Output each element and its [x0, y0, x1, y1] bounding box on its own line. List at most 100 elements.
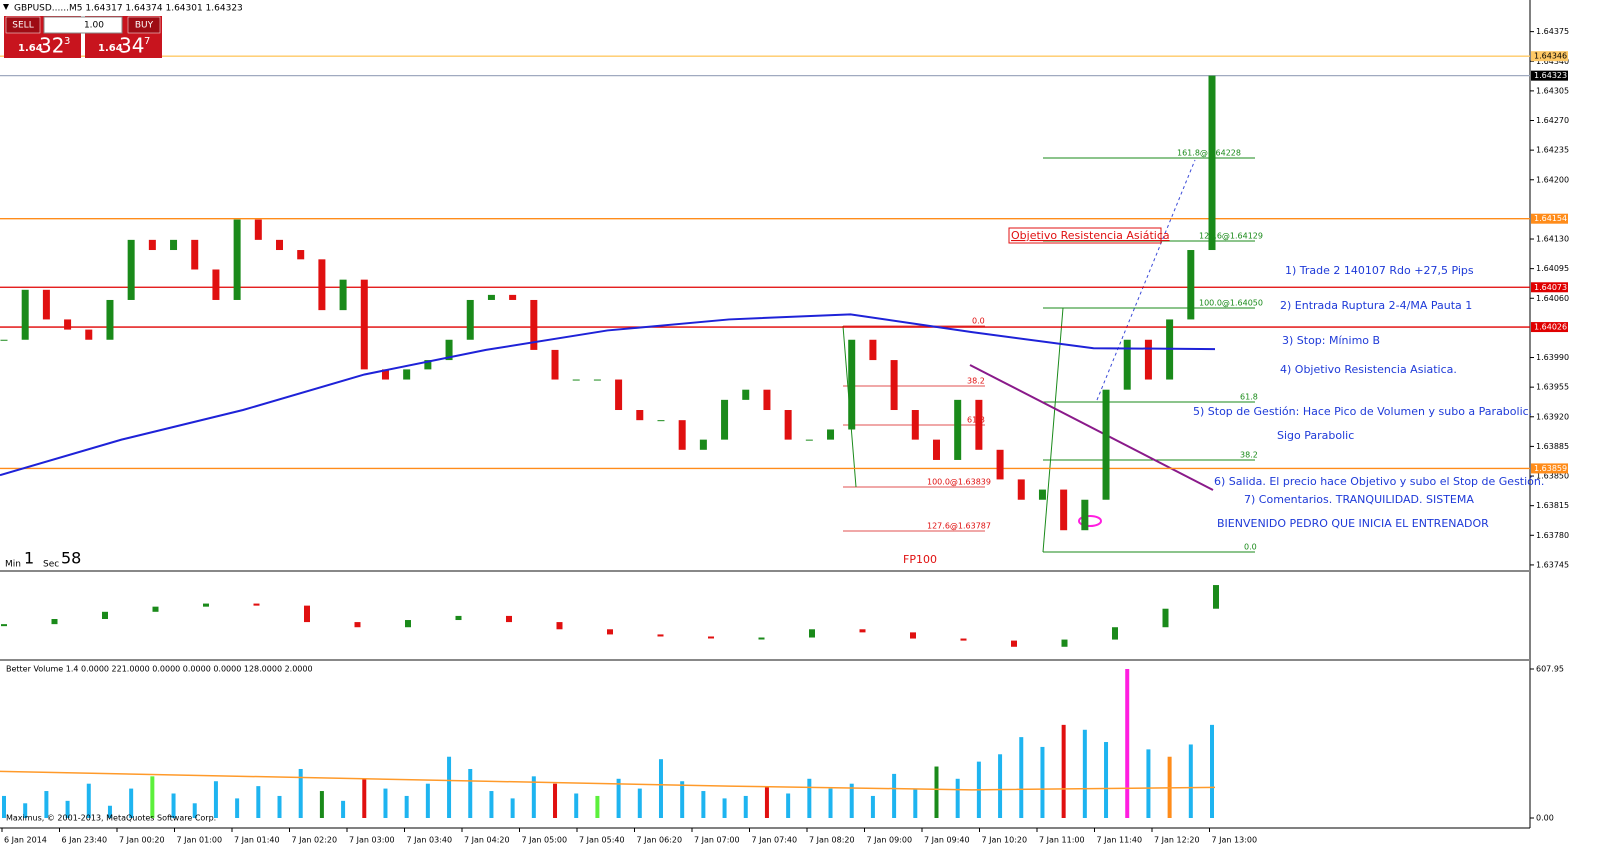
price-tick-label: 1.63885: [1536, 442, 1569, 451]
candle: [551, 349, 559, 380]
collapse-icon[interactable]: [3, 4, 9, 10]
candle: [657, 420, 665, 422]
candle: [424, 360, 432, 370]
volume-bar: [1210, 724, 1214, 818]
volume-average: [0, 770, 1216, 791]
time-tick-label: 6 Jan 23:40: [62, 836, 108, 845]
volume-bar: [107, 805, 112, 818]
note: 7) Comentarios. TRANQUILIDAD. SISTEMA: [1244, 493, 1474, 506]
oscillator-candle: [910, 632, 916, 639]
volume-title: Better Volume 1.4 0.0000 221.0000 0.0000…: [6, 665, 313, 674]
note: BIENVENIDO PEDRO QUE INICIA EL ENTRENADO…: [1217, 517, 1489, 530]
oscillator-candle: [51, 619, 58, 625]
volume-bar: [341, 800, 346, 818]
level-tag: [1531, 70, 1568, 81]
candle: [1102, 389, 1110, 500]
volume-bar: [786, 793, 791, 818]
time-tick-label: 7 Jan 12:20: [1154, 836, 1200, 845]
volume-bar: [150, 776, 155, 818]
volume-bar: [510, 798, 515, 818]
candle: [127, 239, 135, 300]
volume-bar: [192, 803, 197, 818]
note: 5) Stop de Gestión: Hace Pico de Volumen…: [1193, 405, 1532, 418]
target-label: Objetivo Resistencia Asiática: [1011, 229, 1170, 242]
volume-bar: [934, 766, 939, 818]
volume-bar: [955, 778, 960, 818]
highlight-ellipse: [1078, 515, 1102, 527]
oscillator-candle: [1112, 627, 1118, 640]
volume-tick-label: 0.00: [1536, 814, 1554, 823]
volume-bar: [870, 795, 875, 818]
volume-bar: [913, 788, 918, 818]
fib-label: 61.8: [967, 416, 985, 425]
fib-label: 100.0@1.64050: [1199, 299, 1263, 308]
buy-price-fraction: 7: [144, 36, 150, 47]
price-tick-label: 1.64340: [1536, 57, 1569, 66]
oscillator-candle: [1061, 639, 1068, 647]
note: 1) Trade 2 140107 Rdo +27,5 Pips: [1285, 264, 1474, 277]
candle: [911, 410, 919, 440]
time-tick-label: 7 Jan 09:00: [867, 836, 913, 845]
candle: [572, 379, 580, 381]
candle: [530, 299, 538, 350]
level-tag: [1531, 282, 1568, 293]
buy-button[interactable]: [127, 16, 161, 34]
candle: [763, 389, 771, 411]
volume-bar: [764, 786, 769, 818]
note: 3) Stop: Mínimo B: [1282, 334, 1380, 347]
candle: [254, 219, 262, 240]
volume-bar: [743, 795, 748, 818]
candle: [509, 294, 517, 300]
buy-price-pips: 34: [119, 34, 144, 58]
volume-bar: [722, 798, 727, 818]
volume-bar: [998, 754, 1003, 818]
level-tag: [1531, 463, 1568, 474]
sell-price-pips: 32: [39, 34, 64, 58]
volume-bar: [298, 768, 303, 818]
volume-bar: [256, 786, 261, 818]
target-box: [1008, 227, 1162, 244]
candle: [191, 239, 199, 270]
candle: [339, 279, 347, 311]
candle: [212, 269, 220, 300]
candle: [636, 410, 644, 421]
sell-button[interactable]: [5, 16, 41, 34]
candle: [1187, 250, 1195, 320]
candle: [21, 289, 29, 340]
volume-bar: [1061, 724, 1066, 818]
candle: [721, 399, 729, 440]
fp-label: FP100: [903, 553, 937, 566]
volume-bar: [1082, 729, 1087, 818]
volume-bar: [404, 795, 409, 818]
oscillator-candle: [1162, 608, 1169, 628]
level-tag-label: 1.63859: [1534, 464, 1567, 473]
oscillator-candle: [556, 622, 563, 630]
volume-bar: [468, 768, 473, 818]
timer-min-label: Min: [5, 560, 21, 570]
candle: [615, 379, 623, 411]
price-tick-label: 1.64270: [1536, 116, 1569, 125]
candle: [42, 289, 50, 320]
candle: [784, 410, 792, 440]
candle: [381, 369, 389, 380]
level-tag-label: 1.64154: [1534, 214, 1567, 223]
oscillator-candle: [405, 620, 411, 628]
oscillator-candle: [102, 611, 108, 619]
oscillator-candle: [304, 605, 310, 623]
oscillator-candle: [809, 629, 815, 638]
sell-label: SELL: [12, 21, 33, 31]
time-tick-label: 7 Jan 11:40: [1097, 836, 1143, 845]
lots-input[interactable]: [43, 16, 123, 34]
oscillator-candle: [152, 606, 159, 612]
volume-bar: [489, 791, 494, 818]
level-tag-label: 1.64346: [1534, 52, 1567, 61]
fib-label: 0.0: [972, 317, 985, 326]
price-tick-label: 1.64095: [1536, 264, 1569, 273]
price-tick-label: 1.63920: [1536, 412, 1569, 421]
volume-bar: [383, 788, 388, 818]
time-tick-label: 7 Jan 10:20: [982, 836, 1028, 845]
buy-price-big: 1.64: [98, 43, 123, 54]
note: 4) Objetivo Resistencia Asiatica.: [1280, 363, 1457, 376]
candle: [1123, 339, 1131, 390]
